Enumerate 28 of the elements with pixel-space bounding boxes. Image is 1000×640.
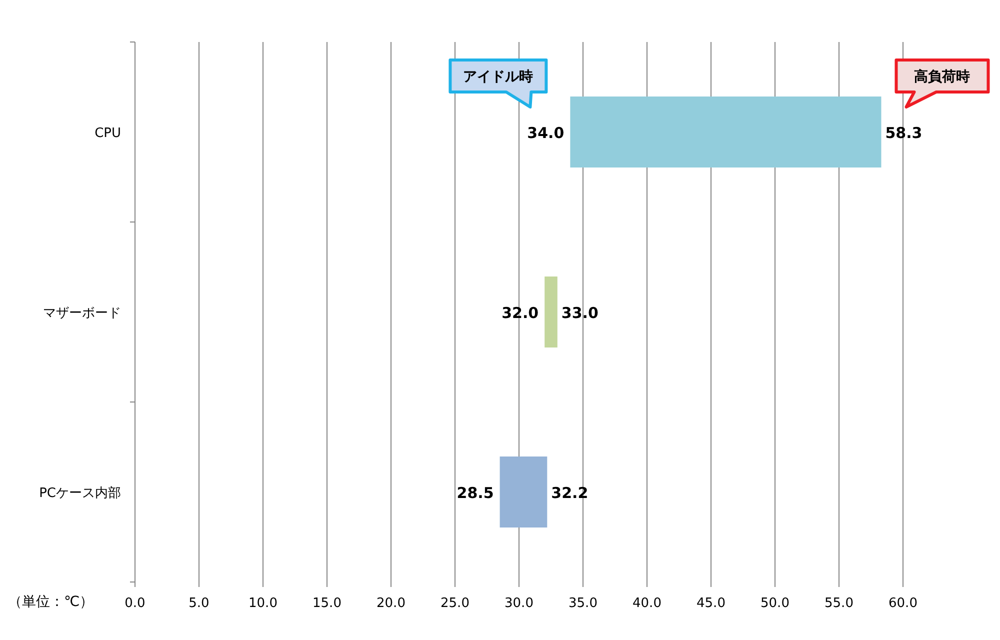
data-label: 32.2 — [551, 484, 588, 502]
x-tick-label: 30.0 — [504, 596, 534, 611]
x-tick-label: 45.0 — [696, 596, 726, 611]
annotation: 32.0 — [502, 304, 539, 322]
bar — [500, 456, 548, 528]
x-tick-label: 55.0 — [824, 596, 854, 611]
text: 高負荷時 — [914, 68, 970, 85]
annotation: 34.0 — [527, 124, 564, 142]
annotation: アイドル時 — [463, 69, 534, 85]
y-tick-label: CPU — [94, 126, 121, 141]
x-tick-label: 5.0 — [188, 596, 210, 611]
x-tick-label: 35.0 — [568, 596, 598, 611]
x-axis-title: （単位：℃） — [8, 594, 94, 610]
y-tick-label: PCケース内部 — [39, 486, 121, 501]
x-tick-label: 20.0 — [376, 596, 406, 611]
x-tick-label: 40.0 — [632, 596, 662, 611]
bar — [544, 276, 558, 348]
x-tick-label: 10.0 — [248, 596, 278, 611]
x-tick-label: 0.0 — [124, 596, 146, 611]
data-label: 58.3 — [885, 124, 922, 142]
x-tick-label: 15.0 — [312, 596, 342, 611]
y-tick-label: マザーボード — [43, 306, 121, 321]
x-tick-label: 60.0 — [888, 596, 918, 611]
bar — [570, 96, 882, 168]
annotation: 28.5 — [456, 484, 494, 502]
data-label: 33.0 — [561, 304, 598, 322]
x-tick-label: 25.0 — [440, 596, 470, 611]
x-tick-label: 50.0 — [760, 596, 790, 611]
